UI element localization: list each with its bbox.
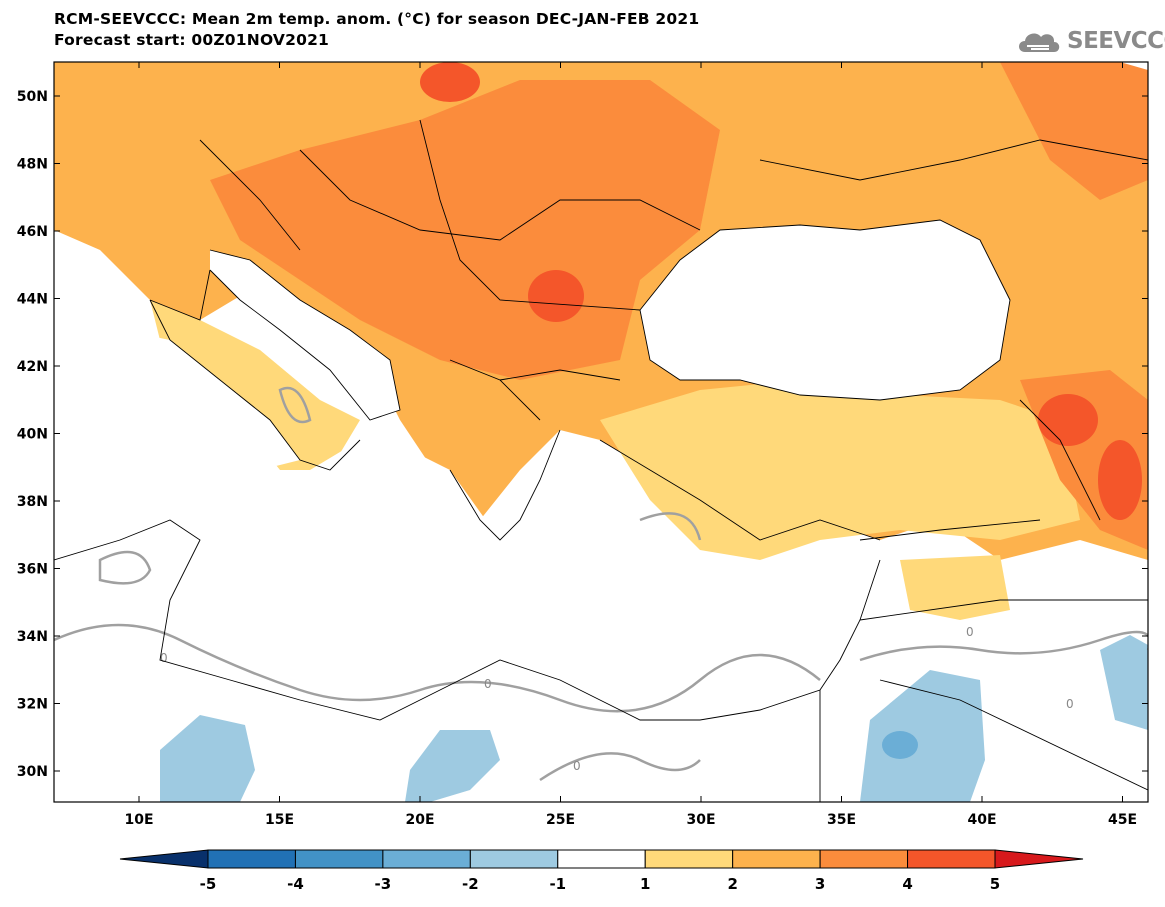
border: [299, 149, 701, 241]
lat-label: 40N: [17, 427, 48, 443]
cloud-icon: [1019, 33, 1060, 52]
colorbar-label: -2: [462, 875, 479, 893]
colorbar-swatch: [819, 849, 909, 869]
colorbar-swatch: [644, 849, 734, 869]
colorbar-label: -5: [200, 875, 217, 893]
contour-label: 0: [966, 625, 974, 639]
contour-line: [98, 550, 152, 585]
colorbar-label: 3: [815, 875, 825, 893]
colorbar-label: -4: [287, 875, 304, 893]
adriatic-sea: [210, 250, 400, 420]
black-sea-coast: [639, 219, 1011, 401]
anomaly-4-5-hotspot: [528, 270, 584, 322]
plot-frame: [53, 61, 1149, 803]
turkey-coast: [599, 439, 881, 541]
colorbar-swatch: [557, 849, 646, 869]
anomaly-field: [54, 62, 1148, 802]
lon-label: 20E: [405, 812, 434, 828]
mediterranean-sea: [54, 440, 880, 720]
border: [449, 359, 621, 421]
border: [759, 139, 1148, 181]
italy-coast: [149, 269, 361, 471]
lon-label: 35E: [827, 812, 856, 828]
lat-label: 36N: [17, 562, 48, 578]
colorbar-label: 4: [902, 875, 912, 893]
colorbar-swatch: [119, 849, 209, 869]
anomaly-neg1-neg2-region: [405, 730, 500, 802]
lon-label: 25E: [546, 812, 575, 828]
border: [859, 399, 1101, 541]
colorbar-swatch: [469, 849, 559, 869]
contour-line: [859, 630, 1148, 662]
lat-label: 46N: [17, 224, 48, 240]
contour-label: 0: [160, 651, 168, 665]
caspian-edge: [1120, 62, 1148, 70]
border: [199, 139, 301, 251]
tyrrhenian-sea: [120, 330, 300, 470]
colorbar-swatch: [994, 849, 1084, 869]
border: [819, 599, 1148, 802]
colorbar-label: -3: [375, 875, 392, 893]
contour-label: 0: [573, 759, 581, 773]
anomaly-1-2-region-italy: [150, 300, 360, 470]
map-title: RCM-SEEVCCC: Mean 2m temp. anom. (°C) fo…: [54, 10, 700, 28]
colorbar-swatch: [907, 849, 996, 869]
black-sea: [640, 220, 1010, 400]
longitude-axis: 10E 15E 20E 25E 30E 35E 40E 45E: [124, 62, 1137, 828]
colorbar-label: 1: [640, 875, 650, 893]
anomaly-4-5-hotspot: [1038, 394, 1098, 446]
anomaly-1-2-region: [600, 380, 1080, 560]
lon-label: 10E: [124, 812, 153, 828]
anomaly-neg1-neg2-region: [160, 715, 255, 802]
anomaly-4-5-hotspot: [1098, 440, 1142, 520]
colorbar-swatch: [294, 849, 384, 869]
lat-label: 44N: [17, 292, 48, 308]
lat-label: 32N: [17, 697, 48, 713]
border: [419, 119, 641, 311]
anomaly-neg1-neg2-region: [860, 670, 985, 802]
contour-label: 0: [1066, 697, 1074, 711]
lat-label: 48N: [17, 157, 48, 173]
lat-label: 50N: [17, 89, 48, 105]
lat-label: 42N: [17, 359, 48, 375]
colorbar-swatch: [732, 849, 821, 869]
contour-line: [639, 512, 702, 541]
anomaly-3-4-region: [210, 80, 720, 380]
lon-label: 45E: [1108, 812, 1137, 828]
lat-label: 34N: [17, 629, 48, 645]
colorbar-label: -1: [549, 875, 566, 893]
anomaly-4-5-hotspot: [420, 62, 480, 102]
lon-label: 15E: [265, 812, 294, 828]
greece-coast: [449, 429, 561, 541]
colorbar-label: 2: [727, 875, 737, 893]
lat-label: 38N: [17, 494, 48, 510]
zero-contours: [54, 386, 1148, 782]
lon-label: 40E: [967, 812, 996, 828]
anomaly-3-4-region-east: [1000, 62, 1148, 200]
anomaly-neg1-neg2-region: [1100, 635, 1148, 730]
adriatic-coast: [209, 249, 401, 421]
contour-line: [539, 752, 701, 782]
forecast-start-label: Forecast start: 00Z01NOV2021: [54, 31, 330, 49]
anomaly-neg2-neg3-region: [882, 731, 918, 759]
lat-label: 30N: [17, 764, 48, 780]
contour-line: [278, 386, 312, 424]
colorbar-swatch: [382, 849, 471, 869]
contour-line: [54, 623, 821, 713]
contour-label: 0: [484, 677, 492, 691]
colorbar: -5 -4 -3 -2 -1 1 2 3 4 5: [119, 849, 1084, 893]
colorbar-swatch: [207, 849, 296, 869]
lon-label: 30E: [686, 812, 715, 828]
colorbar-label: 5: [990, 875, 1000, 893]
latitude-axis: 50N 48N 46N 44N 42N 40N 38N 36N 34N 32N 30N: [17, 89, 1148, 780]
coastlines-borders: [54, 119, 1148, 802]
anomaly-1-2-region-levant: [900, 555, 1010, 620]
seevccc-logo: SEEVCCC: [1067, 28, 1165, 54]
